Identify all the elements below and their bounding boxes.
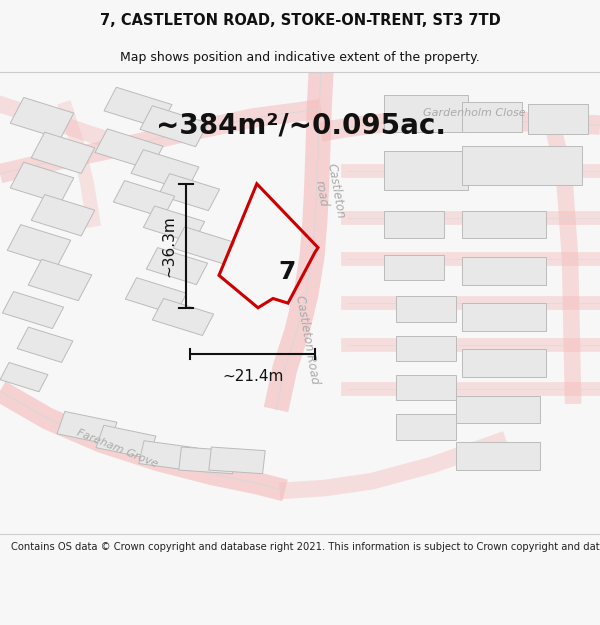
Polygon shape — [113, 181, 175, 218]
Polygon shape — [396, 375, 456, 400]
Text: 7: 7 — [279, 259, 296, 284]
Polygon shape — [140, 106, 208, 147]
Polygon shape — [462, 349, 546, 377]
Text: Map shows position and indicative extent of the property.: Map shows position and indicative extent… — [120, 51, 480, 64]
Polygon shape — [7, 224, 71, 266]
Polygon shape — [396, 296, 456, 322]
Text: ~36.3m: ~36.3m — [162, 215, 176, 277]
Polygon shape — [28, 259, 92, 301]
Polygon shape — [209, 447, 265, 474]
Polygon shape — [179, 447, 235, 474]
Polygon shape — [10, 98, 74, 139]
Polygon shape — [96, 426, 156, 458]
Polygon shape — [384, 95, 468, 132]
Polygon shape — [396, 336, 456, 361]
Polygon shape — [31, 132, 95, 174]
Polygon shape — [456, 396, 540, 423]
Polygon shape — [384, 211, 444, 238]
Polygon shape — [0, 362, 48, 392]
Polygon shape — [396, 414, 456, 439]
Polygon shape — [2, 291, 64, 329]
Polygon shape — [152, 299, 214, 336]
Polygon shape — [173, 227, 235, 264]
Polygon shape — [462, 102, 522, 132]
Polygon shape — [384, 254, 444, 280]
Text: Fareham Grove: Fareham Grove — [75, 428, 159, 469]
Polygon shape — [462, 303, 546, 331]
Polygon shape — [384, 151, 468, 190]
Text: 7, CASTLETON ROAD, STOKE-ON-TRENT, ST3 7TD: 7, CASTLETON ROAD, STOKE-ON-TRENT, ST3 7… — [100, 12, 500, 28]
Text: Contains OS data © Crown copyright and database right 2021. This information is : Contains OS data © Crown copyright and d… — [11, 542, 600, 552]
Text: Gardenholm Close: Gardenholm Close — [422, 107, 526, 118]
Polygon shape — [456, 442, 540, 469]
Polygon shape — [57, 411, 117, 444]
Polygon shape — [146, 248, 208, 284]
Text: Castleton
road: Castleton road — [310, 162, 347, 222]
Polygon shape — [104, 88, 172, 128]
Text: ~384m²/~0.095ac.: ~384m²/~0.095ac. — [156, 111, 446, 139]
Polygon shape — [528, 104, 588, 134]
Polygon shape — [158, 174, 220, 211]
Text: ~21.4m: ~21.4m — [222, 369, 283, 384]
Polygon shape — [17, 327, 73, 362]
Polygon shape — [139, 441, 197, 471]
Polygon shape — [143, 206, 205, 243]
Polygon shape — [125, 278, 187, 315]
Polygon shape — [131, 150, 199, 191]
Polygon shape — [31, 194, 95, 236]
Polygon shape — [462, 257, 546, 284]
Polygon shape — [462, 146, 582, 185]
Polygon shape — [462, 211, 546, 238]
Text: Castleton Road: Castleton Road — [293, 294, 322, 386]
Polygon shape — [95, 129, 163, 170]
Polygon shape — [10, 162, 74, 204]
